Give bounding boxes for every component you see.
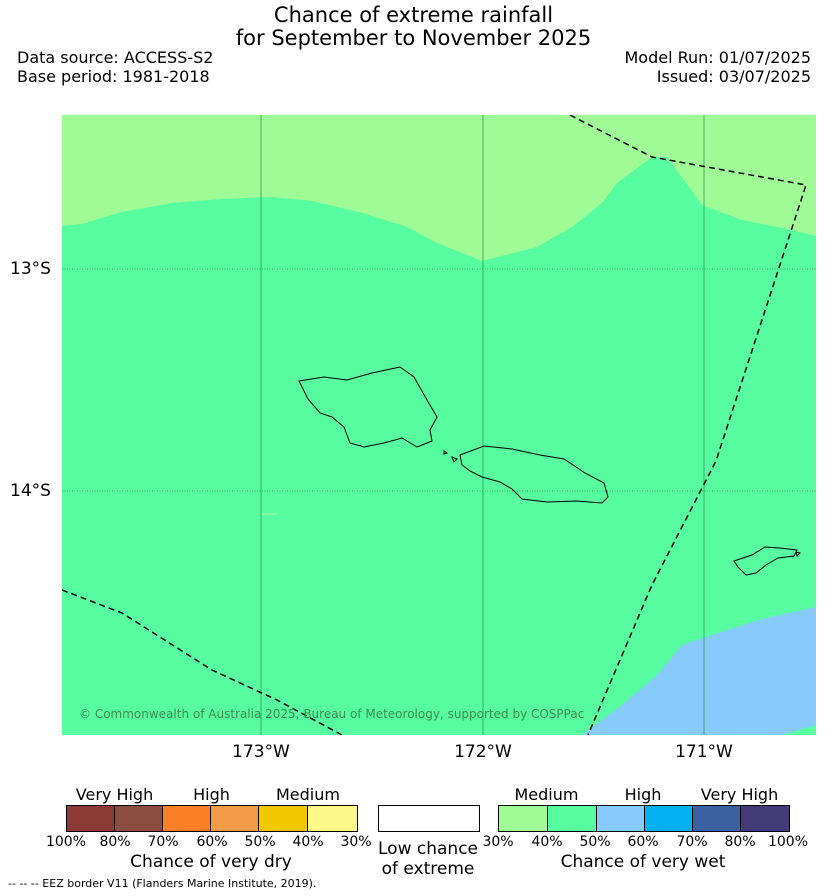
wet-header-very-high: Very High xyxy=(700,785,779,804)
wet-seg-70-80 xyxy=(693,806,741,831)
lon-label-173w: 173°W xyxy=(232,742,290,762)
graticule xyxy=(260,115,705,735)
eez-border-east xyxy=(569,115,807,735)
data-source: Data source: ACCESS-S2 xyxy=(17,48,214,67)
wet-seg-80-100 xyxy=(741,806,789,831)
dry-tick: 70% xyxy=(147,834,179,850)
dry-header-high: High xyxy=(193,785,230,804)
wet-tick: 50% xyxy=(579,834,611,850)
lon-label-171w: 171°W xyxy=(675,742,733,762)
dry-tick: 30% xyxy=(340,834,372,850)
dry-tick: 60% xyxy=(196,834,228,850)
dry-seg-80-70 xyxy=(115,806,163,831)
map-attribution: © Commonwealth of Australia 2025, Bureau… xyxy=(79,707,584,721)
chart-title: Chance of extreme rainfall xyxy=(273,3,554,27)
eez-footnote: -- -- -- EEZ border V11 (Flanders Marine… xyxy=(8,877,317,890)
coastlines xyxy=(298,366,801,576)
zone-medium-patch xyxy=(782,725,816,735)
wet-header-medium: Medium xyxy=(514,785,579,804)
dry-header-medium: Medium xyxy=(276,785,340,804)
wet-tick: 80% xyxy=(724,834,756,850)
dry-seg-40-30 xyxy=(308,806,357,831)
rainfall-map: © Commonwealth of Australia 2025, Bureau… xyxy=(62,115,816,735)
dry-seg-50-40 xyxy=(259,806,308,831)
dry-colorbar xyxy=(66,805,358,832)
dry-tick: 50% xyxy=(244,834,276,850)
wet-seg-60-70 xyxy=(645,806,693,831)
issued-date: Issued: 03/07/2025 xyxy=(656,67,811,86)
dry-header-very-high: Very High xyxy=(75,785,154,804)
island-upolu xyxy=(459,445,609,504)
dry-seg-70-60 xyxy=(163,806,211,831)
base-period: Base period: 1981-2018 xyxy=(17,67,210,86)
model-run: Model Run: 01/07/2025 xyxy=(624,48,812,67)
dry-seg-60-50 xyxy=(211,806,259,831)
island-aunuu xyxy=(795,551,801,557)
low-caption-line1: Low chance xyxy=(378,839,478,859)
low-caption-line2: of extreme xyxy=(381,859,475,879)
wet-header-high: High xyxy=(624,785,662,804)
eez-border xyxy=(62,115,807,735)
wet-tick: 100% xyxy=(767,834,809,850)
eez-border-south xyxy=(62,589,343,735)
wet-colorbar xyxy=(498,805,790,832)
dry-tick: 100% xyxy=(45,834,87,850)
dry-tick: 80% xyxy=(99,834,131,850)
wet-tick: 70% xyxy=(676,834,708,850)
wet-seg-30-40 xyxy=(499,806,548,831)
island-savaii xyxy=(298,366,438,448)
wet-caption: Chance of very wet xyxy=(560,852,726,872)
wet-tick: 40% xyxy=(531,834,563,850)
island-apolima xyxy=(451,456,458,463)
wet-seg-50-60 xyxy=(597,806,645,831)
lon-label-172w: 172°W xyxy=(454,742,512,762)
parallels xyxy=(62,268,816,492)
island-manono xyxy=(443,450,449,455)
island-tutuila xyxy=(733,546,798,576)
zone-medium-40-50 xyxy=(62,157,816,735)
wet-tick: 30% xyxy=(482,834,514,850)
dry-seg-100-80 xyxy=(67,806,115,831)
low-chance-box xyxy=(378,805,480,832)
lat-label-13s: 13°S xyxy=(10,259,51,279)
chart-subtitle: for September to November 2025 xyxy=(235,26,592,50)
zone-high-50-60 xyxy=(582,607,816,735)
dry-caption: Chance of very dry xyxy=(130,852,292,872)
dry-tick: 40% xyxy=(292,834,324,850)
wet-seg-40-50 xyxy=(548,806,597,831)
lat-label-14s: 14°S xyxy=(10,481,51,501)
wet-tick: 60% xyxy=(627,834,659,850)
